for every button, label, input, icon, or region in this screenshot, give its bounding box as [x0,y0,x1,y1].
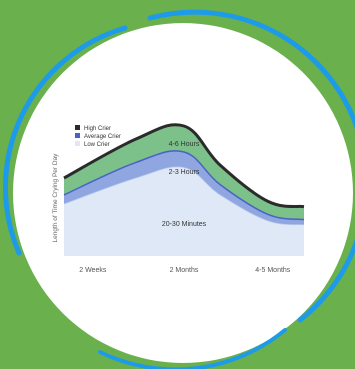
x-tick-label: 2 Weeks [79,267,107,274]
line-average-crier [63,150,305,221]
legend-label-3: Low Crier [84,142,110,148]
band-label-1: 4-6 Hours [169,141,200,148]
x-tick-label: 2 Months [170,267,199,274]
legend-swatch-3 [75,141,80,146]
band-label-2: 2-3 Hours [169,169,200,176]
badge-ring-bottom [98,328,287,369]
badge-ring-right [147,9,355,323]
area-low-crier [64,166,304,256]
line-low-crier [63,166,305,226]
band-label-3: 20-30 Minutes [162,221,207,228]
legend-swatch-1 [75,125,80,130]
chart-areas [63,123,305,256]
band-labels: 4-6 Hours 2-3 Hours 20-30 Minutes [162,141,207,228]
y-axis-label: Length of Time Crying Per Day [52,153,59,243]
legend-swatch-2 [75,133,80,138]
legend-label-2: Average Crier [84,134,121,140]
chart-legend: High Crier Average Crier Low Crier [75,125,121,148]
x-axis-ticks: 2 Weeks 2 Months 4-5 Months [79,267,291,274]
badge-ring-left [3,25,128,256]
line-high-crier [63,123,305,209]
legend-label-1: High Crier [84,126,111,132]
x-tick-label: 4-5 Months [255,267,291,274]
